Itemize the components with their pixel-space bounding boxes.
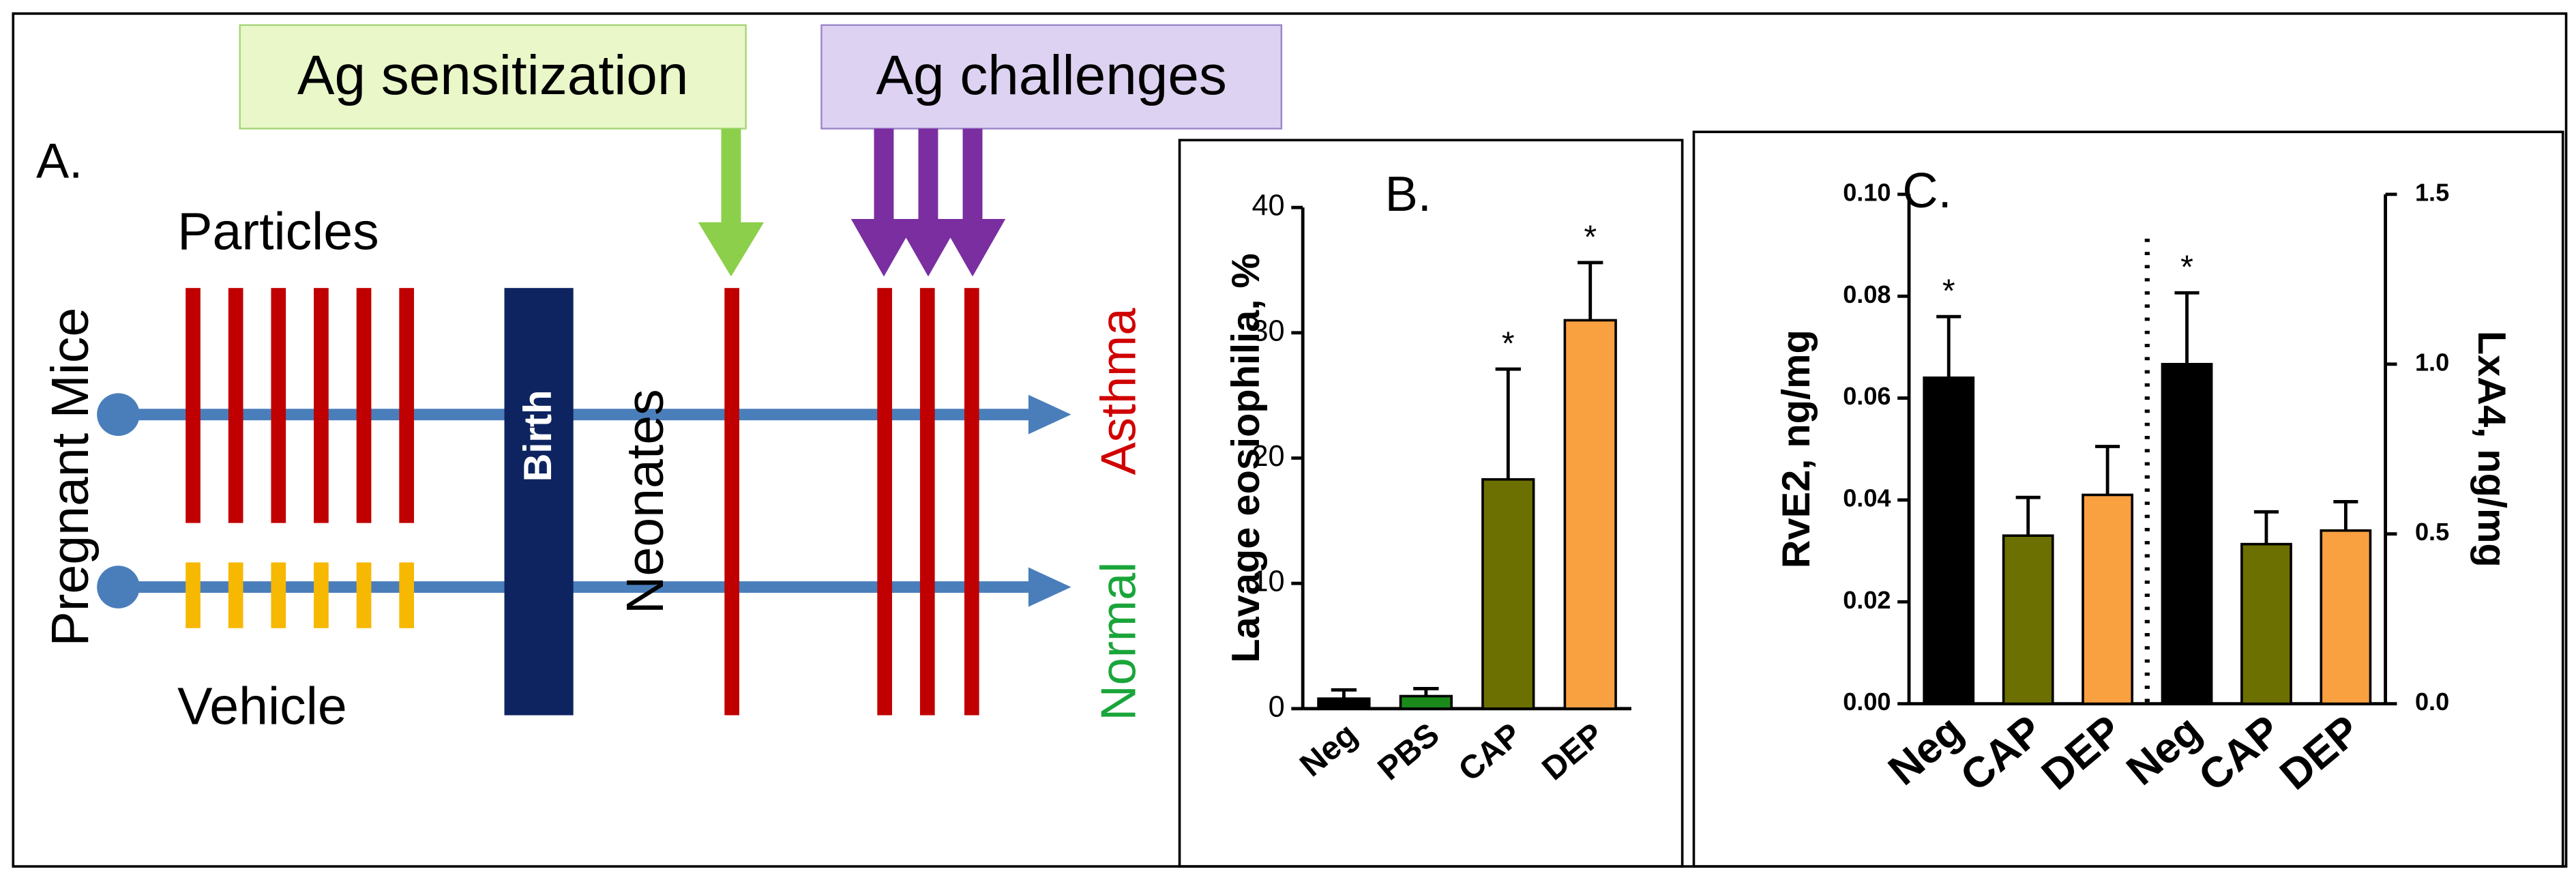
y-tick-label: 20 [1252, 440, 1284, 473]
exposure [186, 562, 201, 628]
bar [1317, 697, 1371, 710]
y-tick-label: 0 [1269, 690, 1285, 723]
arrow-head [939, 219, 1006, 277]
exposure [228, 562, 243, 628]
exposure [399, 288, 415, 523]
bar [2320, 529, 2372, 705]
exposure [919, 288, 935, 716]
sensitization-label: Ag sensitization [297, 44, 688, 106]
challenges-box [820, 24, 1283, 130]
y-tick-label: 0.08 [1843, 280, 1891, 308]
bar [1563, 319, 1617, 710]
birth-label: Birth [516, 390, 560, 482]
exposure [877, 288, 892, 716]
exposure [228, 288, 243, 523]
asthma-label: Asthma [1091, 308, 1146, 475]
y2-tick-label: 0.5 [2415, 518, 2449, 546]
exposure [964, 288, 979, 716]
exposure [314, 562, 329, 628]
arrow-head [895, 219, 962, 277]
vehicle-exposures [186, 562, 415, 628]
exposure [186, 288, 201, 523]
x-tick-label: CAP [2190, 706, 2290, 801]
y-tick-label: 40 [1252, 190, 1284, 222]
bar [2002, 534, 2054, 705]
x-tick-label: CAP [1451, 716, 1528, 789]
y-tick-label: 0.04 [1843, 484, 1891, 512]
exposure [314, 288, 329, 523]
challenges-label: Ag challenges [876, 44, 1226, 106]
exposure [271, 288, 286, 523]
y-tick-label: 0.06 [1843, 382, 1891, 410]
x-tick-label: Neg [2118, 706, 2210, 795]
x-tick-label: Neg [1880, 706, 1972, 795]
vehicle-label: Vehicle [177, 677, 347, 736]
timeline-start [97, 566, 140, 608]
timeline-start [97, 393, 140, 436]
challenge-arrows [850, 128, 1006, 277]
x-tick-label: CAP [1951, 706, 2051, 801]
bar [2082, 493, 2133, 705]
panel-a: Ag sensitization Ag challenges A. Partic… [36, 24, 1283, 736]
exposure [356, 288, 372, 523]
exposure [271, 562, 286, 628]
y2-tick-label: 1.5 [2415, 178, 2449, 206]
panel-c-frame [1692, 130, 2564, 868]
timeline-head [1028, 567, 1071, 607]
arrow-head [698, 222, 765, 277]
neonates-label: Neonates [616, 389, 675, 614]
exposure [356, 562, 372, 628]
y-axis-label: Lavage eosiophilia, % [1224, 253, 1268, 663]
sensitization-box [239, 24, 747, 130]
y-tick-label: 0.02 [1843, 586, 1891, 614]
x-tick-label: PBS [1371, 716, 1447, 787]
bar [1399, 694, 1453, 710]
y-tick-label: 10 [1252, 566, 1284, 598]
x-tick-label: Neg [1293, 716, 1364, 784]
y-tick-label: 30 [1252, 314, 1284, 347]
normal-label: Normal [1091, 562, 1146, 721]
pregnant-label: Pregnant Mice [41, 308, 100, 647]
significance-marker: * [1942, 273, 1955, 310]
y2-tick-label: 0.0 [2415, 688, 2449, 716]
significance-marker: * [1502, 325, 1515, 362]
y2-tick-label: 1.0 [2415, 348, 2449, 376]
exposure [724, 288, 739, 716]
significance-marker: * [1584, 219, 1597, 256]
bar [2240, 542, 2292, 705]
x-tick-label: DEP [2271, 706, 2369, 799]
panel-b-frame [1178, 138, 1684, 868]
x-tick-label: DEP [2033, 706, 2131, 799]
timeline-head [1028, 394, 1071, 435]
y-tick-label: 0.10 [1843, 178, 1891, 206]
bar [1481, 478, 1535, 710]
y-tick-label: 0.00 [1843, 688, 1891, 716]
arrow-head [850, 219, 917, 277]
panel-label: B. [1385, 167, 1432, 222]
y2-axis-label: LxA4, ng/mg [2470, 331, 2513, 568]
bar [1923, 376, 1975, 705]
birth-bar [504, 288, 574, 716]
significance-marker: * [2180, 249, 2193, 286]
particle-exposures [186, 288, 979, 716]
bar [2161, 362, 2213, 705]
particles-label: Particles [177, 202, 379, 261]
y-axis-label: RvE2, ng/mg [1775, 329, 1818, 568]
exposure [399, 562, 415, 628]
panel-label: A. [36, 134, 83, 189]
x-tick-label: DEP [1535, 716, 1611, 787]
